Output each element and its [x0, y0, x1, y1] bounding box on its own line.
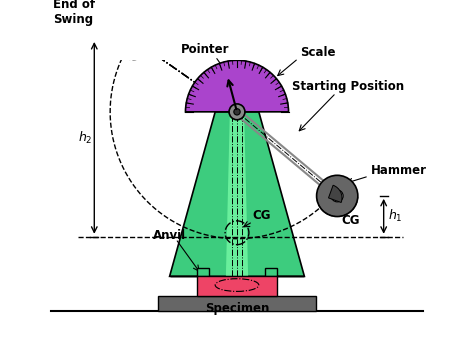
Text: End of
Swing: End of Swing [53, 0, 95, 26]
Polygon shape [265, 267, 304, 276]
Text: CG: CG [341, 214, 360, 228]
Bar [197, 276, 277, 296]
Circle shape [331, 190, 343, 202]
Text: Hammer: Hammer [371, 164, 427, 177]
Circle shape [317, 175, 358, 216]
Bar [158, 296, 316, 311]
Text: Starting Position: Starting Position [292, 80, 404, 93]
Polygon shape [170, 112, 304, 276]
Text: Scale: Scale [301, 46, 336, 59]
Text: $h_1$: $h_1$ [388, 208, 403, 224]
Text: $h_2$: $h_2$ [78, 130, 93, 146]
Circle shape [229, 104, 245, 120]
Wedge shape [328, 185, 342, 202]
Wedge shape [185, 60, 289, 112]
Polygon shape [226, 112, 248, 276]
Text: Specimen: Specimen [205, 302, 269, 315]
Text: Anvil: Anvil [153, 229, 186, 242]
Text: CG: CG [253, 209, 271, 222]
Polygon shape [170, 267, 209, 276]
Circle shape [234, 109, 240, 115]
Text: Pointer: Pointer [181, 43, 229, 56]
